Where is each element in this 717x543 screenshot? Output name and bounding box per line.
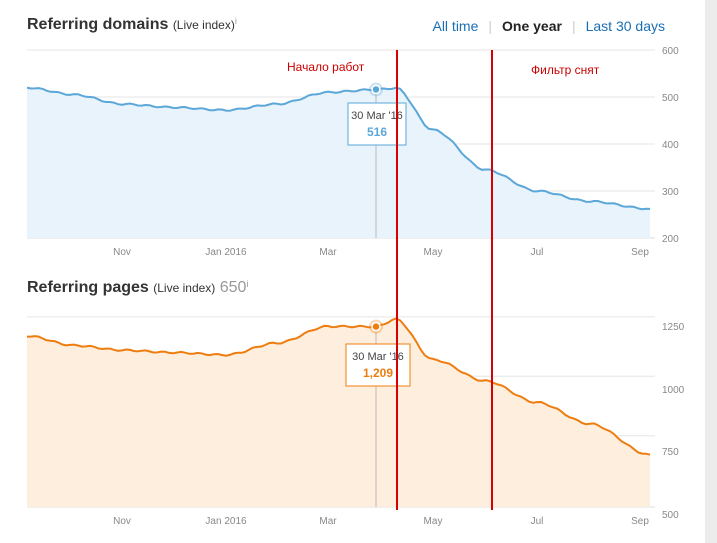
y-tick-label: 1250	[662, 322, 685, 333]
y-tick-label: 750	[662, 447, 679, 458]
x-tick-label: Mar	[319, 516, 337, 527]
range-one-year[interactable]: One year	[502, 18, 562, 34]
range-separator: |	[488, 18, 493, 34]
x-tick-label: Jul	[531, 516, 544, 527]
time-range-selector: All time | One year | Last 30 days	[422, 18, 675, 34]
annotation-start: Начало работ	[287, 60, 365, 74]
info-icon[interactable]: i	[234, 16, 237, 26]
info-icon[interactable]: i	[246, 279, 249, 289]
series-area	[27, 318, 650, 507]
series-line	[27, 317, 651, 456]
hover-dot	[371, 84, 381, 95]
range-last-30-days[interactable]: Last 30 days	[585, 18, 665, 34]
tooltip-date: 30 Mar '16	[352, 351, 404, 363]
hover-dot	[371, 321, 381, 332]
scrollbar-track[interactable]	[705, 0, 717, 543]
x-tick-label: Jan 2016	[205, 516, 247, 527]
x-tick-label: Jul	[531, 247, 544, 258]
pages-subtitle: (Live index)	[153, 281, 216, 295]
tooltip-date: 30 Mar '16	[351, 110, 403, 122]
y-tick-label: 300	[662, 187, 679, 198]
pages-count: 650	[219, 279, 247, 296]
y-tick-label: 400	[662, 140, 679, 151]
tooltip-value: 516	[367, 125, 387, 139]
x-tick-label: Mar	[319, 247, 337, 258]
x-tick-label: May	[424, 516, 443, 527]
series-line	[26, 86, 651, 211]
y-tick-label: 600	[662, 46, 679, 57]
range-separator: |	[571, 18, 576, 34]
x-tick-label: Nov	[113, 247, 131, 258]
series-area	[27, 87, 650, 238]
y-tick-label: 500	[662, 93, 679, 104]
x-tick-label: Sep	[631, 247, 649, 258]
annotation-filter-removed: Фильтр снят	[531, 63, 600, 77]
y-tick-label: 1000	[662, 385, 685, 396]
domains-title-text: Referring domains	[27, 16, 169, 33]
x-tick-label: Jan 2016	[205, 247, 247, 258]
tooltip-box	[345, 343, 411, 387]
domains-subtitle: (Live index)	[172, 18, 235, 32]
y-tick-label: 200	[662, 234, 679, 245]
pages-title-text: Referring pages	[27, 279, 149, 296]
x-tick-label: May	[424, 247, 443, 258]
x-tick-label: Sep	[631, 516, 649, 527]
pages-chart-title: Referring pages (Live index) 650i	[27, 279, 248, 297]
tooltip-value: 1,209	[363, 366, 393, 380]
domains-chart-title: Referring domains (Live index)i	[27, 16, 237, 34]
x-tick-label: Nov	[113, 516, 131, 527]
y-tick-label: 500	[662, 510, 679, 521]
range-all-time[interactable]: All time	[432, 18, 479, 34]
